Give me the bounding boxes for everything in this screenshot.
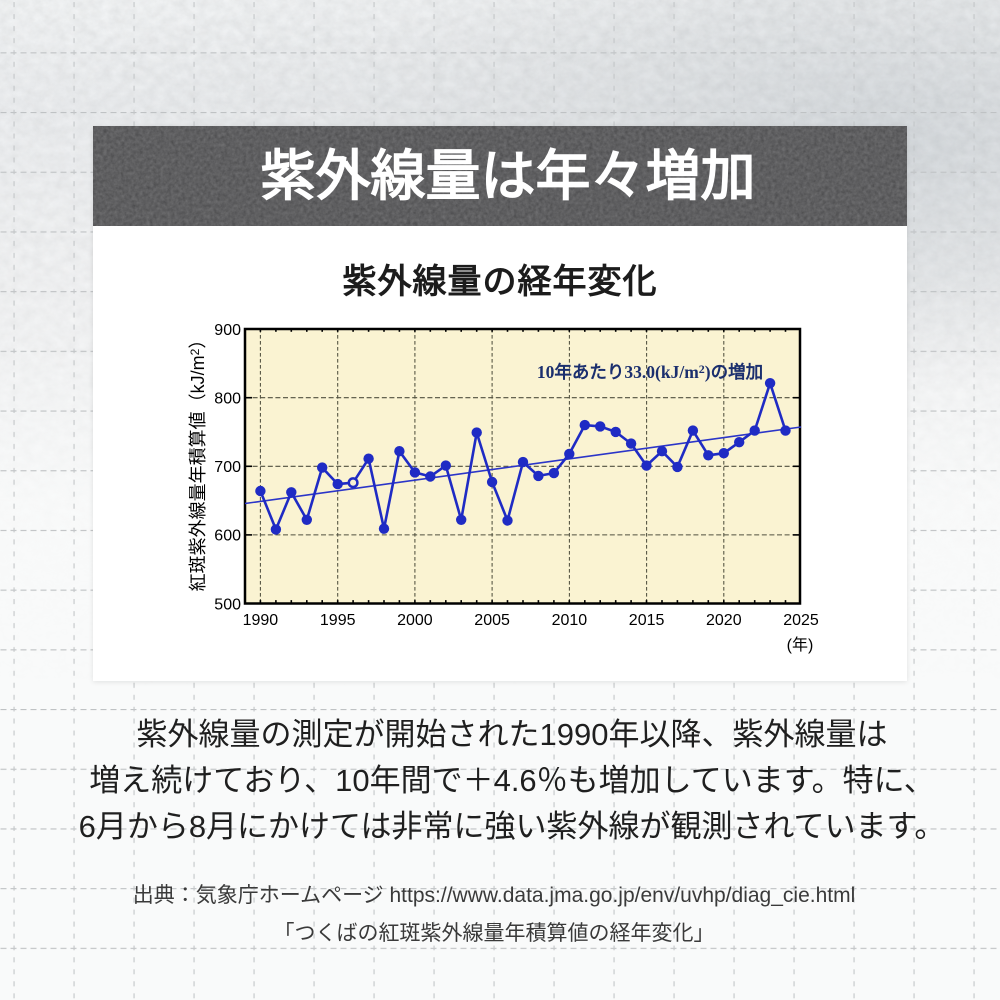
svg-text:2010: 2010 xyxy=(552,612,588,629)
svg-text:紅斑紫外線量年積算値（kJ/m2）: 紅斑紫外線量年積算値（kJ/m2） xyxy=(188,331,208,592)
svg-text:1990: 1990 xyxy=(243,612,279,629)
svg-text:600: 600 xyxy=(214,528,241,545)
svg-text:2000: 2000 xyxy=(397,612,433,629)
svg-text:500: 500 xyxy=(214,596,241,613)
svg-text:(年): (年) xyxy=(787,636,814,654)
svg-text:700: 700 xyxy=(214,459,241,476)
svg-text:1995: 1995 xyxy=(320,612,356,629)
svg-text:2005: 2005 xyxy=(474,612,510,629)
svg-text:2020: 2020 xyxy=(706,612,742,629)
svg-text:2025: 2025 xyxy=(783,612,819,629)
svg-text:2015: 2015 xyxy=(629,612,665,629)
svg-text:800: 800 xyxy=(214,391,241,408)
svg-text:10年あたり33.0(kJ/m2)の増加: 10年あたり33.0(kJ/m2)の増加 xyxy=(537,362,763,382)
svg-text:900: 900 xyxy=(214,322,241,339)
